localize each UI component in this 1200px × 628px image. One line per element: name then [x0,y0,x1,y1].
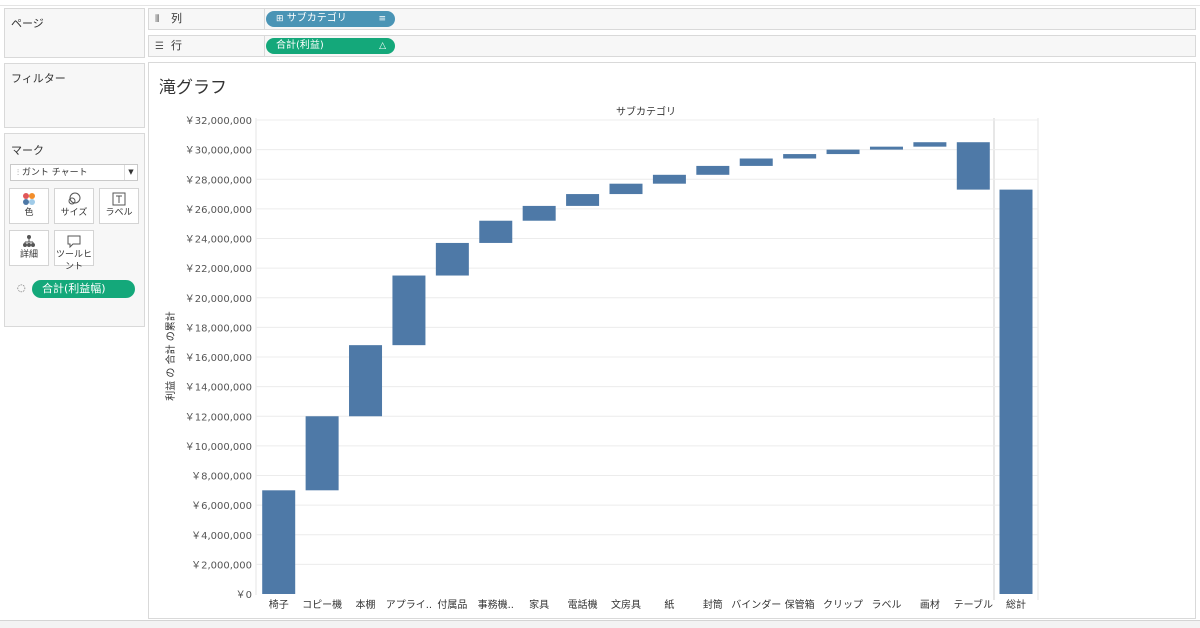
rows-shelf-label: ☰ 行 [149,36,265,56]
color-button[interactable]: 色 [9,188,49,224]
columns-label: 列 [171,12,182,25]
label-icon [100,189,138,207]
detail-button-label: 詳細 [19,250,38,260]
size-button[interactable]: サイズ [54,188,94,224]
columns-shelf-label: ⦀ 列 [149,9,265,29]
color-button-label: 色 [24,208,34,218]
detail-icon [10,231,48,249]
color-dots-icon [10,189,48,207]
pages-card[interactable]: ページ [4,8,145,58]
mark-type-dropdown[interactable]: ⫶ ガント チャート ▼ [10,164,138,181]
columns-shelf[interactable]: ⦀ 列 [148,8,1196,30]
sheet-tabs-bar [0,620,1200,628]
size-icon: ◌ [17,283,26,294]
rows-pill-label: 合計(利益) [276,40,324,51]
size-field-pill-label: 合計(利益幅) [42,282,106,295]
tooltip-button[interactable]: ツールヒント [54,230,94,272]
size-field-pill[interactable]: 合計(利益幅) [32,280,135,298]
marks-title: マーク [11,144,44,157]
columns-field-pill[interactable]: ⊞ サブカテゴリ ≡ [266,11,395,27]
gantt-icon: ⫶ [17,168,19,177]
columns-icon: ⦀ [155,14,160,25]
delta-icon: △ [379,41,386,51]
size-button-label: サイズ [60,208,88,218]
mark-type-label: ガント チャート [21,168,88,178]
size-icon [55,189,93,207]
detail-button[interactable]: 詳細 [9,230,49,266]
rows-shelf[interactable]: ☰ 行 [148,35,1196,57]
label-button-label: ラベル [105,208,133,218]
top-toolbar-strip [0,0,1200,6]
label-button[interactable]: ラベル [99,188,139,224]
rows-icon: ☰ [155,41,164,52]
tooltip-icon [55,231,93,249]
rows-field-pill[interactable]: 合計(利益) △ [266,38,395,54]
pages-title: ページ [11,17,44,30]
columns-pill-label: サブカテゴリ [286,13,347,24]
plus-box-icon: ⊞ [276,14,284,24]
rows-label: 行 [171,39,182,52]
filters-title: フィルター [11,72,66,85]
sort-icon: ≡ [378,14,386,24]
chevron-down-icon: ▼ [124,165,137,180]
tooltip-button-label: ツールヒント [55,250,92,272]
worksheet-title: 滝グラフ [159,78,227,98]
worksheet-view: 滝グラフ [148,62,1196,619]
filters-card[interactable]: フィルター [4,63,145,128]
